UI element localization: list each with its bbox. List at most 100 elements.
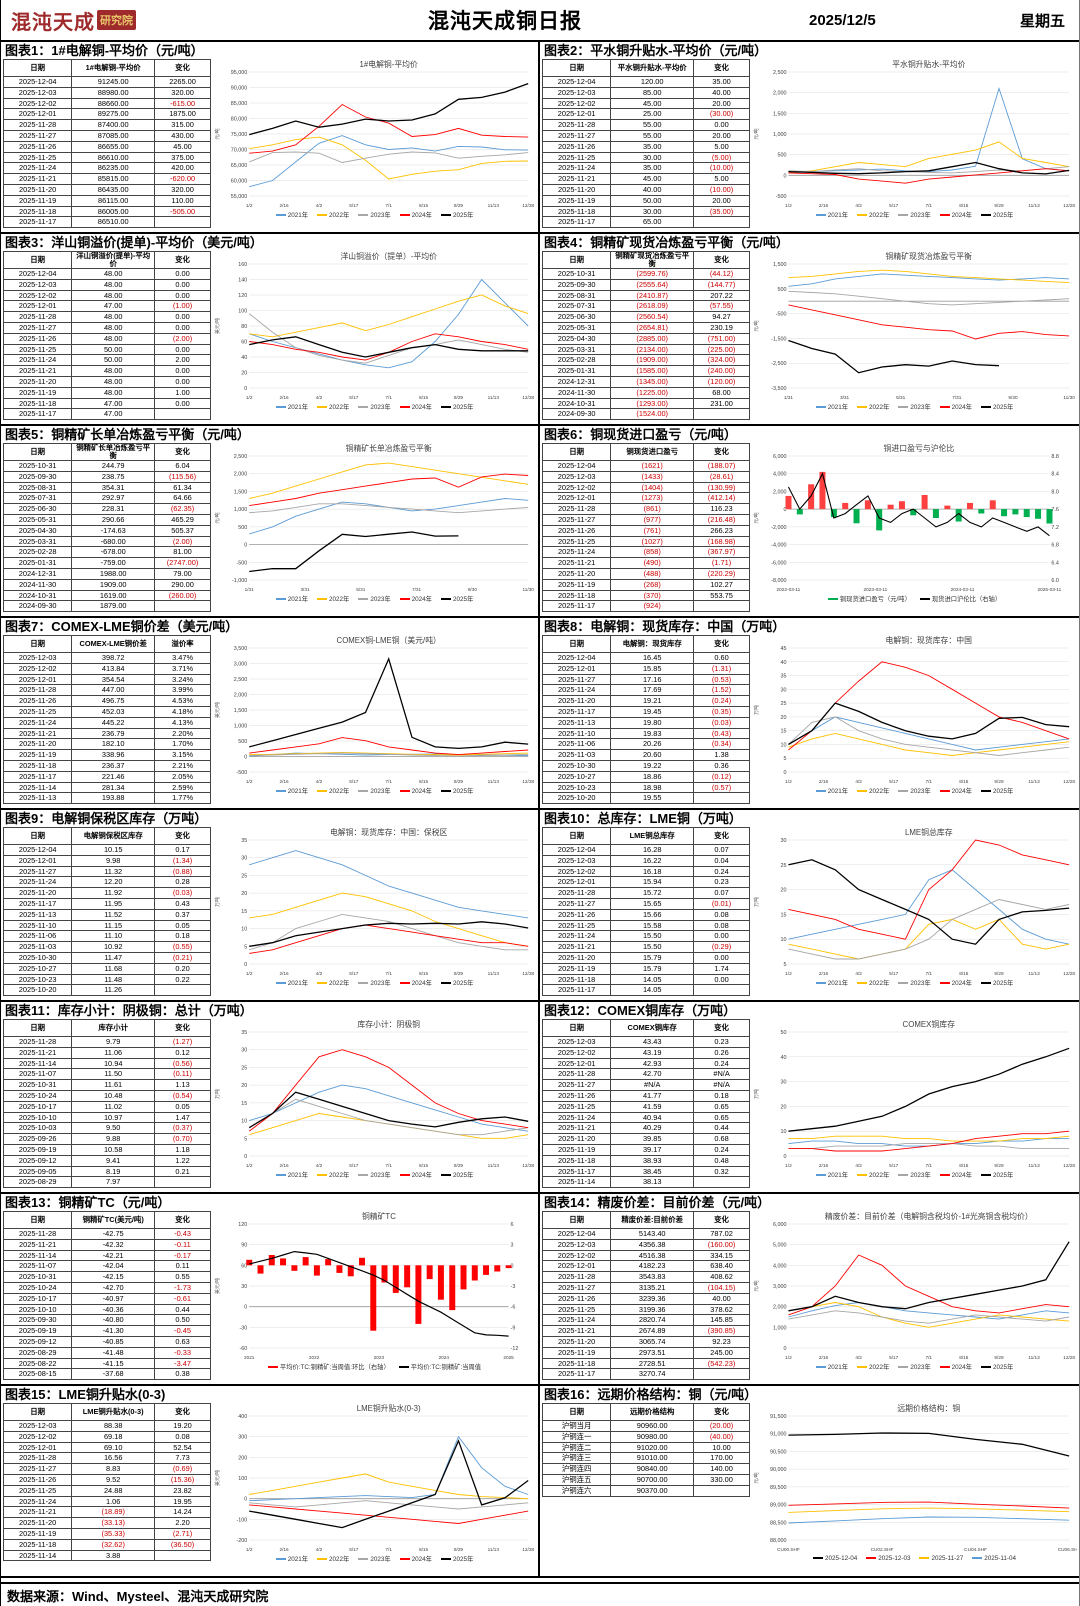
row-date: 2025-11-24 (542, 1111, 612, 1124)
svg-text:11/13: 11/13 (1028, 203, 1040, 209)
legend-item: 2024年 (399, 1554, 432, 1563)
panel-body: 日期 1#电解铜-平均价 变化 2025-12-04 91245.00 2265.00 2… (1, 59, 538, 232)
table-row: 2025-11-18 38.93 0.48 (542, 1154, 750, 1167)
row-value: 40.00 (610, 183, 695, 196)
svg-text:2,000: 2,000 (773, 91, 787, 97)
row-value: -759.00 (71, 557, 156, 569)
table-row: 2025-12-04 5143.40 787.02 (542, 1228, 750, 1240)
row-date: 2025-10-30 (542, 759, 612, 772)
data-table-wrap: 日期 电解铜：现货库存 变化 2025-12-04 16.45 0.60 2025-12-… (542, 635, 750, 807)
column-header: 日期 (3, 1211, 73, 1229)
svg-text:80,000: 80,000 (231, 116, 247, 122)
table-header-row: 日期 洋山铜溢价(提单)-平均价 变化 (3, 251, 211, 269)
row-value: 3199.36 (610, 1303, 695, 1316)
table-row: 2025-11-18 86005.00 -505.00 (3, 205, 211, 218)
svg-text:电解铜：现货库存：中国: 电解铜：现货库存：中国 (886, 635, 973, 645)
table-row: 2025-11-26 41.77 0.18 (542, 1089, 750, 1102)
row-value: 15.50 (610, 930, 695, 943)
table-row: 2025-12-03 398.72 3.47% (3, 652, 211, 664)
row-date: 2025-11-27 (3, 1463, 73, 1475)
row-date: 2025-12-01 (542, 662, 612, 675)
row-value: 19.45 (610, 705, 695, 718)
table-row: 2025-11-19 50.00 20.00 (542, 194, 750, 207)
legend-item: 2022年 (857, 786, 889, 795)
panel-title: 图表3：洋山铜溢价(提单)-平均价（美元/吨） (5, 235, 263, 250)
chart-panel-7: 图表7：COMEX-LME铜价差（美元/吨） 日期 COMEX-LME铜价差 溢价率… (1, 618, 540, 810)
row-date: 2025-11-20 (3, 375, 73, 388)
row-change: (0.11) (154, 1068, 211, 1081)
row-change: -0.33 (154, 1346, 211, 1359)
row-value: 19.55 (610, 792, 695, 805)
row-change: 5.00 (693, 173, 750, 185)
row-date: 2025-11-25 (542, 535, 612, 548)
row-value: 42.70 (610, 1068, 695, 1081)
row-change: 1.13 (154, 1079, 211, 1091)
table-row: 2025-11-21 (18.89) 14.24 (3, 1506, 211, 1519)
svg-text:90,000: 90,000 (770, 1467, 787, 1473)
row-value: -42.21 (71, 1249, 156, 1262)
svg-text:0: 0 (783, 1346, 786, 1352)
row-value: (268) (610, 578, 695, 591)
row-change: (5.00) (693, 151, 750, 164)
table-row: 2025-11-14 38.13 (542, 1176, 750, 1189)
legend-item: 2024年 (939, 978, 972, 987)
row-date: 2025-10-10 (3, 1303, 73, 1316)
svg-text:5/17: 5/17 (349, 1163, 358, 1169)
row-value: (2134.00) (610, 343, 695, 356)
row-value: 11.95 (71, 897, 156, 910)
table-row: 2025-08-31 354.31 61.34 (3, 481, 211, 494)
row-change: 2.05% (154, 770, 211, 783)
column-header: 日期 (3, 59, 73, 77)
row-change: (2.00) (154, 535, 211, 548)
row-date: 2025-11-27 (3, 321, 73, 334)
data-table: 日期 远期价格结构 变化 沪铜当月 90960.00 (20.00) 沪铜连一 90980.… (542, 1403, 750, 1497)
row-value: 20.60 (610, 749, 695, 761)
table-row: 2025-09-19 10.58 1.18 (3, 1143, 211, 1156)
row-value: 15.50 (610, 941, 695, 953)
row-date: 2025-11-27 (3, 129, 73, 142)
svg-text:4/2: 4/2 (316, 971, 323, 977)
table-row: 2025-11-18 14.05 0.00 (542, 973, 750, 986)
row-change: 0.04 (693, 854, 750, 867)
row-change: 3.99% (154, 684, 211, 697)
row-value: (490) (610, 557, 695, 569)
row-change: 0.38 (154, 1368, 211, 1381)
svg-text:5/17: 5/17 (889, 1355, 899, 1361)
table-row: 2025-08-31 (2410.87) 207.22 (542, 289, 750, 302)
table-row: 2025-11-17 38.45 0.32 (542, 1165, 750, 1178)
row-date: 2025-11-17 (542, 984, 612, 997)
legend-item: 2025年 (980, 786, 1013, 795)
row-change: 0.07 (693, 887, 750, 899)
row-change: 0.05 (154, 919, 211, 932)
row-date: 2025-11-20 (542, 183, 612, 196)
table-row: 2025-09-30 -40.80 0.50 (3, 1314, 211, 1327)
svg-text:11/13: 11/13 (488, 395, 500, 401)
column-header: 日期 (542, 827, 612, 845)
table-row: 2025-05-31 290.66 465.29 (3, 513, 211, 526)
table-row: 2025-12-04 16.28 0.07 (542, 844, 750, 856)
svg-text:4/2: 4/2 (316, 203, 323, 209)
chart-area: 0 5 10 15 20 25 30 35 电解铜：现货库存：中国：保税区 万吨 1/2 2/16 4/… (213, 827, 536, 999)
row-date: 2025-11-07 (3, 1260, 73, 1273)
panel-body: 日期 LME铜总库存 变化 2025-12-04 16.28 0.07 2025-12-0… (540, 827, 1079, 1000)
row-change: 0.07 (693, 844, 750, 856)
chart-area: -60 -12 -30 -9 0 -6 30 -3 60 0 90 3 120 6 铜精矿TC 美元/吨 202… (213, 1211, 536, 1383)
row-value: 48.00 (71, 289, 156, 302)
svg-text:9/30: 9/30 (1008, 395, 1018, 401)
svg-text:元/吨: 元/吨 (214, 128, 221, 139)
svg-text:5/17: 5/17 (889, 1163, 899, 1169)
row-value: 91245.00 (71, 76, 156, 88)
row-date: 2025-11-20 (3, 1517, 73, 1529)
row-change: 330.00 (693, 1473, 750, 1486)
data-table: 日期 LME铜升贴水(0-3) 变化 2025-12-03 88.38 19.20 202… (3, 1403, 211, 1562)
svg-text:远期价格结构：铜: 远期价格结构：铜 (897, 1403, 960, 1413)
row-date: 2025-11-26 (3, 332, 73, 345)
row-value: (924) (610, 600, 695, 613)
svg-text:2025: 2025 (503, 1355, 514, 1361)
table-row: 2025-12-02 (1404) (130.99) (542, 481, 750, 494)
legend-item: 平均价:TC:铜精矿:当周值:环比（右轴） (267, 1362, 390, 1371)
row-date: 2025-11-25 (3, 1484, 73, 1497)
table-row: 2025-12-03 16.22 0.04 (542, 854, 750, 867)
row-date: 2025-11-25 (3, 705, 73, 718)
row-value: (858) (610, 546, 695, 559)
